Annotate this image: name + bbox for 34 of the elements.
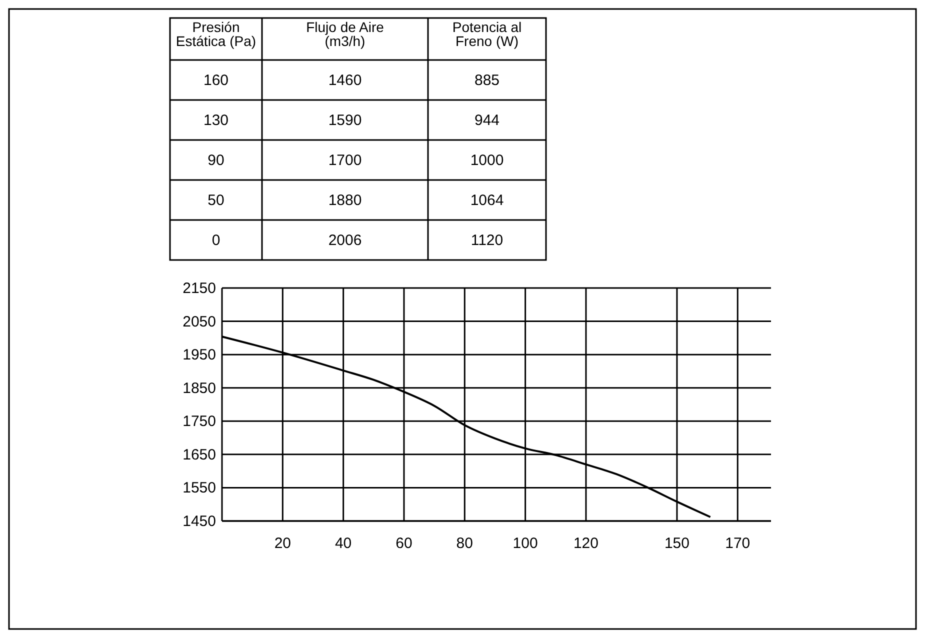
y-tick-label: 1750: [182, 413, 216, 430]
x-tick-label: 150: [664, 535, 690, 552]
y-tick-label: 90: [208, 152, 224, 169]
data-label: 2006: [328, 232, 362, 249]
data-label: 1064: [470, 192, 504, 209]
x-tick-label: 120: [573, 535, 598, 552]
data-label: 1120: [470, 232, 504, 249]
x-tick-label: 40: [334, 535, 352, 552]
y-tick-label: 2150: [182, 280, 216, 297]
y-tick-label: 1850: [182, 380, 216, 397]
y-tick-label: 50: [208, 192, 224, 209]
data-label: 1590: [328, 112, 362, 129]
data-label: 1700: [328, 152, 362, 169]
data-label: 885: [474, 72, 500, 89]
y-tick-label: 130: [203, 112, 229, 129]
y-tick-label: 1650: [182, 446, 216, 464]
data-label: 1000: [470, 152, 504, 169]
y-axis-title: Presión Estática (Pa): [176, 19, 256, 49]
x-tick-label: 100: [512, 535, 538, 552]
x-tick-label: Flujo de Aire (m3/h): [306, 19, 384, 49]
y-tick-label: 1950: [182, 346, 216, 364]
data-label: 1460: [328, 72, 362, 89]
y-tick-label: 1450: [182, 513, 216, 530]
x-tick-label: Potencia al Freno (W): [452, 19, 522, 49]
y-tick-label: 0: [212, 232, 220, 249]
y-tick-label: 2050: [182, 313, 216, 330]
data-label: 1880: [328, 192, 362, 209]
y-tick-label: 160: [203, 72, 229, 89]
x-tick-label: 80: [456, 535, 473, 552]
x-tick-label: 170: [725, 535, 750, 552]
data-label: 944: [474, 112, 500, 129]
x-tick-label: 60: [396, 535, 412, 552]
x-tick-label: 20: [274, 535, 292, 552]
y-tick-label: 1550: [182, 480, 216, 497]
